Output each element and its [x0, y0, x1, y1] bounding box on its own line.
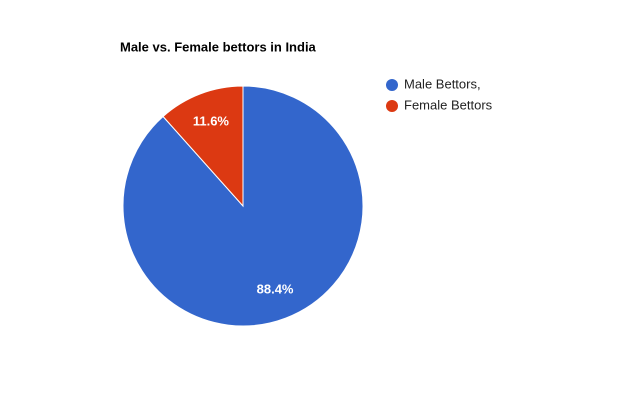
- legend-label: Female Bettors: [404, 97, 493, 112]
- legend-label: Male Bettors,: [404, 76, 481, 91]
- legend-swatch: [386, 79, 398, 91]
- slice-label: 11.6%: [193, 113, 230, 128]
- slice-label: 88.4%: [257, 282, 294, 297]
- legend-swatch: [386, 100, 398, 112]
- chart-title: Male vs. Female bettors in India: [120, 39, 317, 54]
- pie-slice: [162, 85, 244, 208]
